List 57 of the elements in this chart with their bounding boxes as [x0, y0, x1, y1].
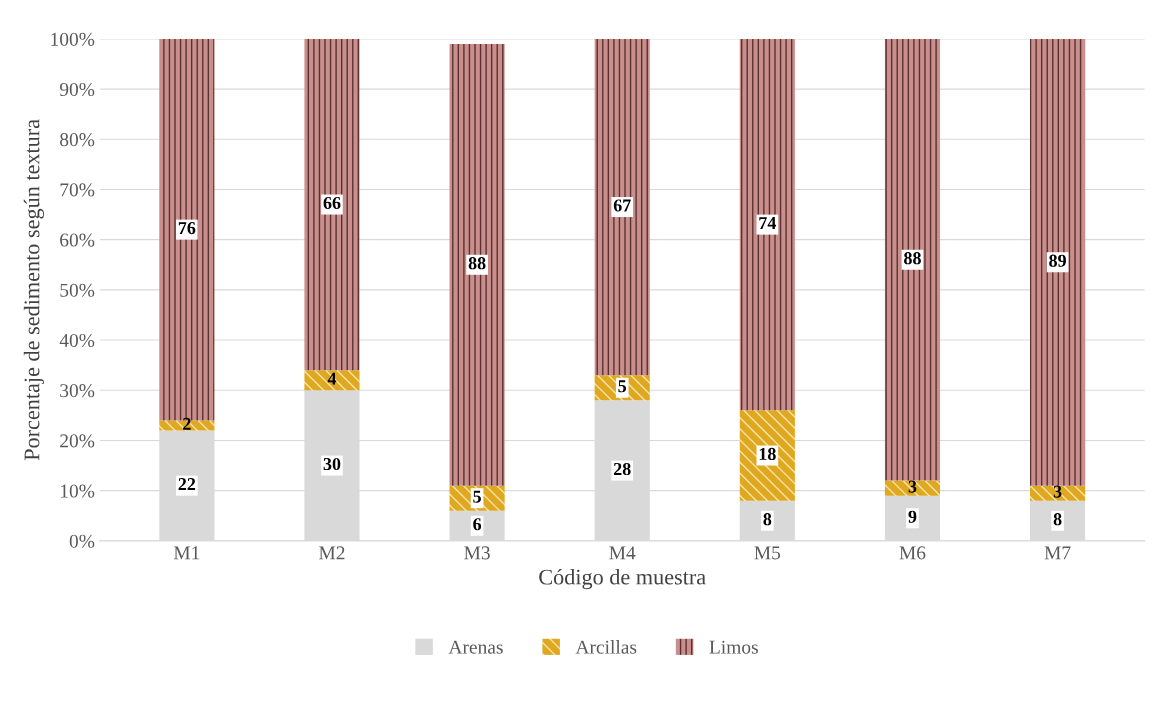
data-label: 88 — [468, 257, 486, 270]
data-label: 22 — [178, 478, 196, 490]
bar — [594, 400, 650, 541]
bar — [304, 390, 360, 541]
bar — [304, 370, 360, 391]
data-label: 67 — [613, 199, 631, 212]
data-label: 28 — [613, 462, 631, 476]
y-tick-label: 40% — [59, 333, 95, 348]
data-label: 2 — [183, 417, 191, 430]
bar — [884, 480, 941, 496]
data-label: 88 — [904, 252, 921, 265]
bar — [884, 495, 941, 541]
bar — [739, 410, 795, 501]
bar — [449, 43, 505, 486]
data-label: 8 — [763, 513, 772, 526]
x-tick-label: M3 — [464, 546, 490, 560]
data-label: 9 — [908, 510, 917, 523]
bar — [594, 38, 650, 376]
legend-label: Arcillas — [575, 640, 637, 654]
data-label: 74 — [759, 217, 777, 229]
x-tick-label: M7 — [1044, 546, 1071, 560]
data-label: 5 — [618, 380, 627, 393]
x-tick-label: M6 — [899, 546, 926, 560]
bar — [739, 38, 795, 411]
legend-label: Limos — [709, 640, 758, 654]
data-label: 30 — [323, 457, 341, 471]
y-tick-label: 50% — [60, 283, 95, 297]
x-tick-label: M2 — [319, 546, 345, 560]
data-label: 3 — [908, 480, 917, 493]
y-tick-label: 60% — [60, 233, 95, 247]
data-label: 5 — [473, 490, 481, 503]
legend-label: Arenas — [448, 640, 503, 654]
y-tick-label: 30% — [60, 384, 95, 398]
x-tick-label: M1 — [173, 546, 200, 560]
data-label: 6 — [473, 518, 482, 531]
bar — [1030, 38, 1086, 486]
y-tick-label: 10% — [61, 484, 95, 498]
bar — [304, 38, 360, 371]
x-tick-label: M4 — [609, 546, 636, 560]
bar — [159, 430, 215, 541]
data-label: 66 — [323, 196, 341, 210]
data-label: 8 — [1053, 513, 1062, 526]
y-axis-title: Porcentaje de sedimento según textura — [23, 119, 45, 461]
y-tick-label: 70% — [60, 183, 95, 197]
x-tick-label: M5 — [754, 546, 781, 560]
data-label: 76 — [178, 222, 196, 235]
bar — [884, 38, 941, 481]
y-tick-label: 0% — [69, 534, 95, 548]
data-label: 18 — [759, 447, 776, 461]
y-tick-label: 20% — [60, 434, 95, 448]
data-label: 89 — [1049, 254, 1066, 267]
bar — [1030, 485, 1086, 501]
x-axis-title: Código de muestra — [539, 568, 706, 590]
y-tick-label: 100% — [51, 32, 95, 46]
y-tick-label: 90% — [59, 82, 95, 97]
y-tick-label: 80% — [60, 133, 95, 147]
data-label: 4 — [327, 372, 337, 385]
